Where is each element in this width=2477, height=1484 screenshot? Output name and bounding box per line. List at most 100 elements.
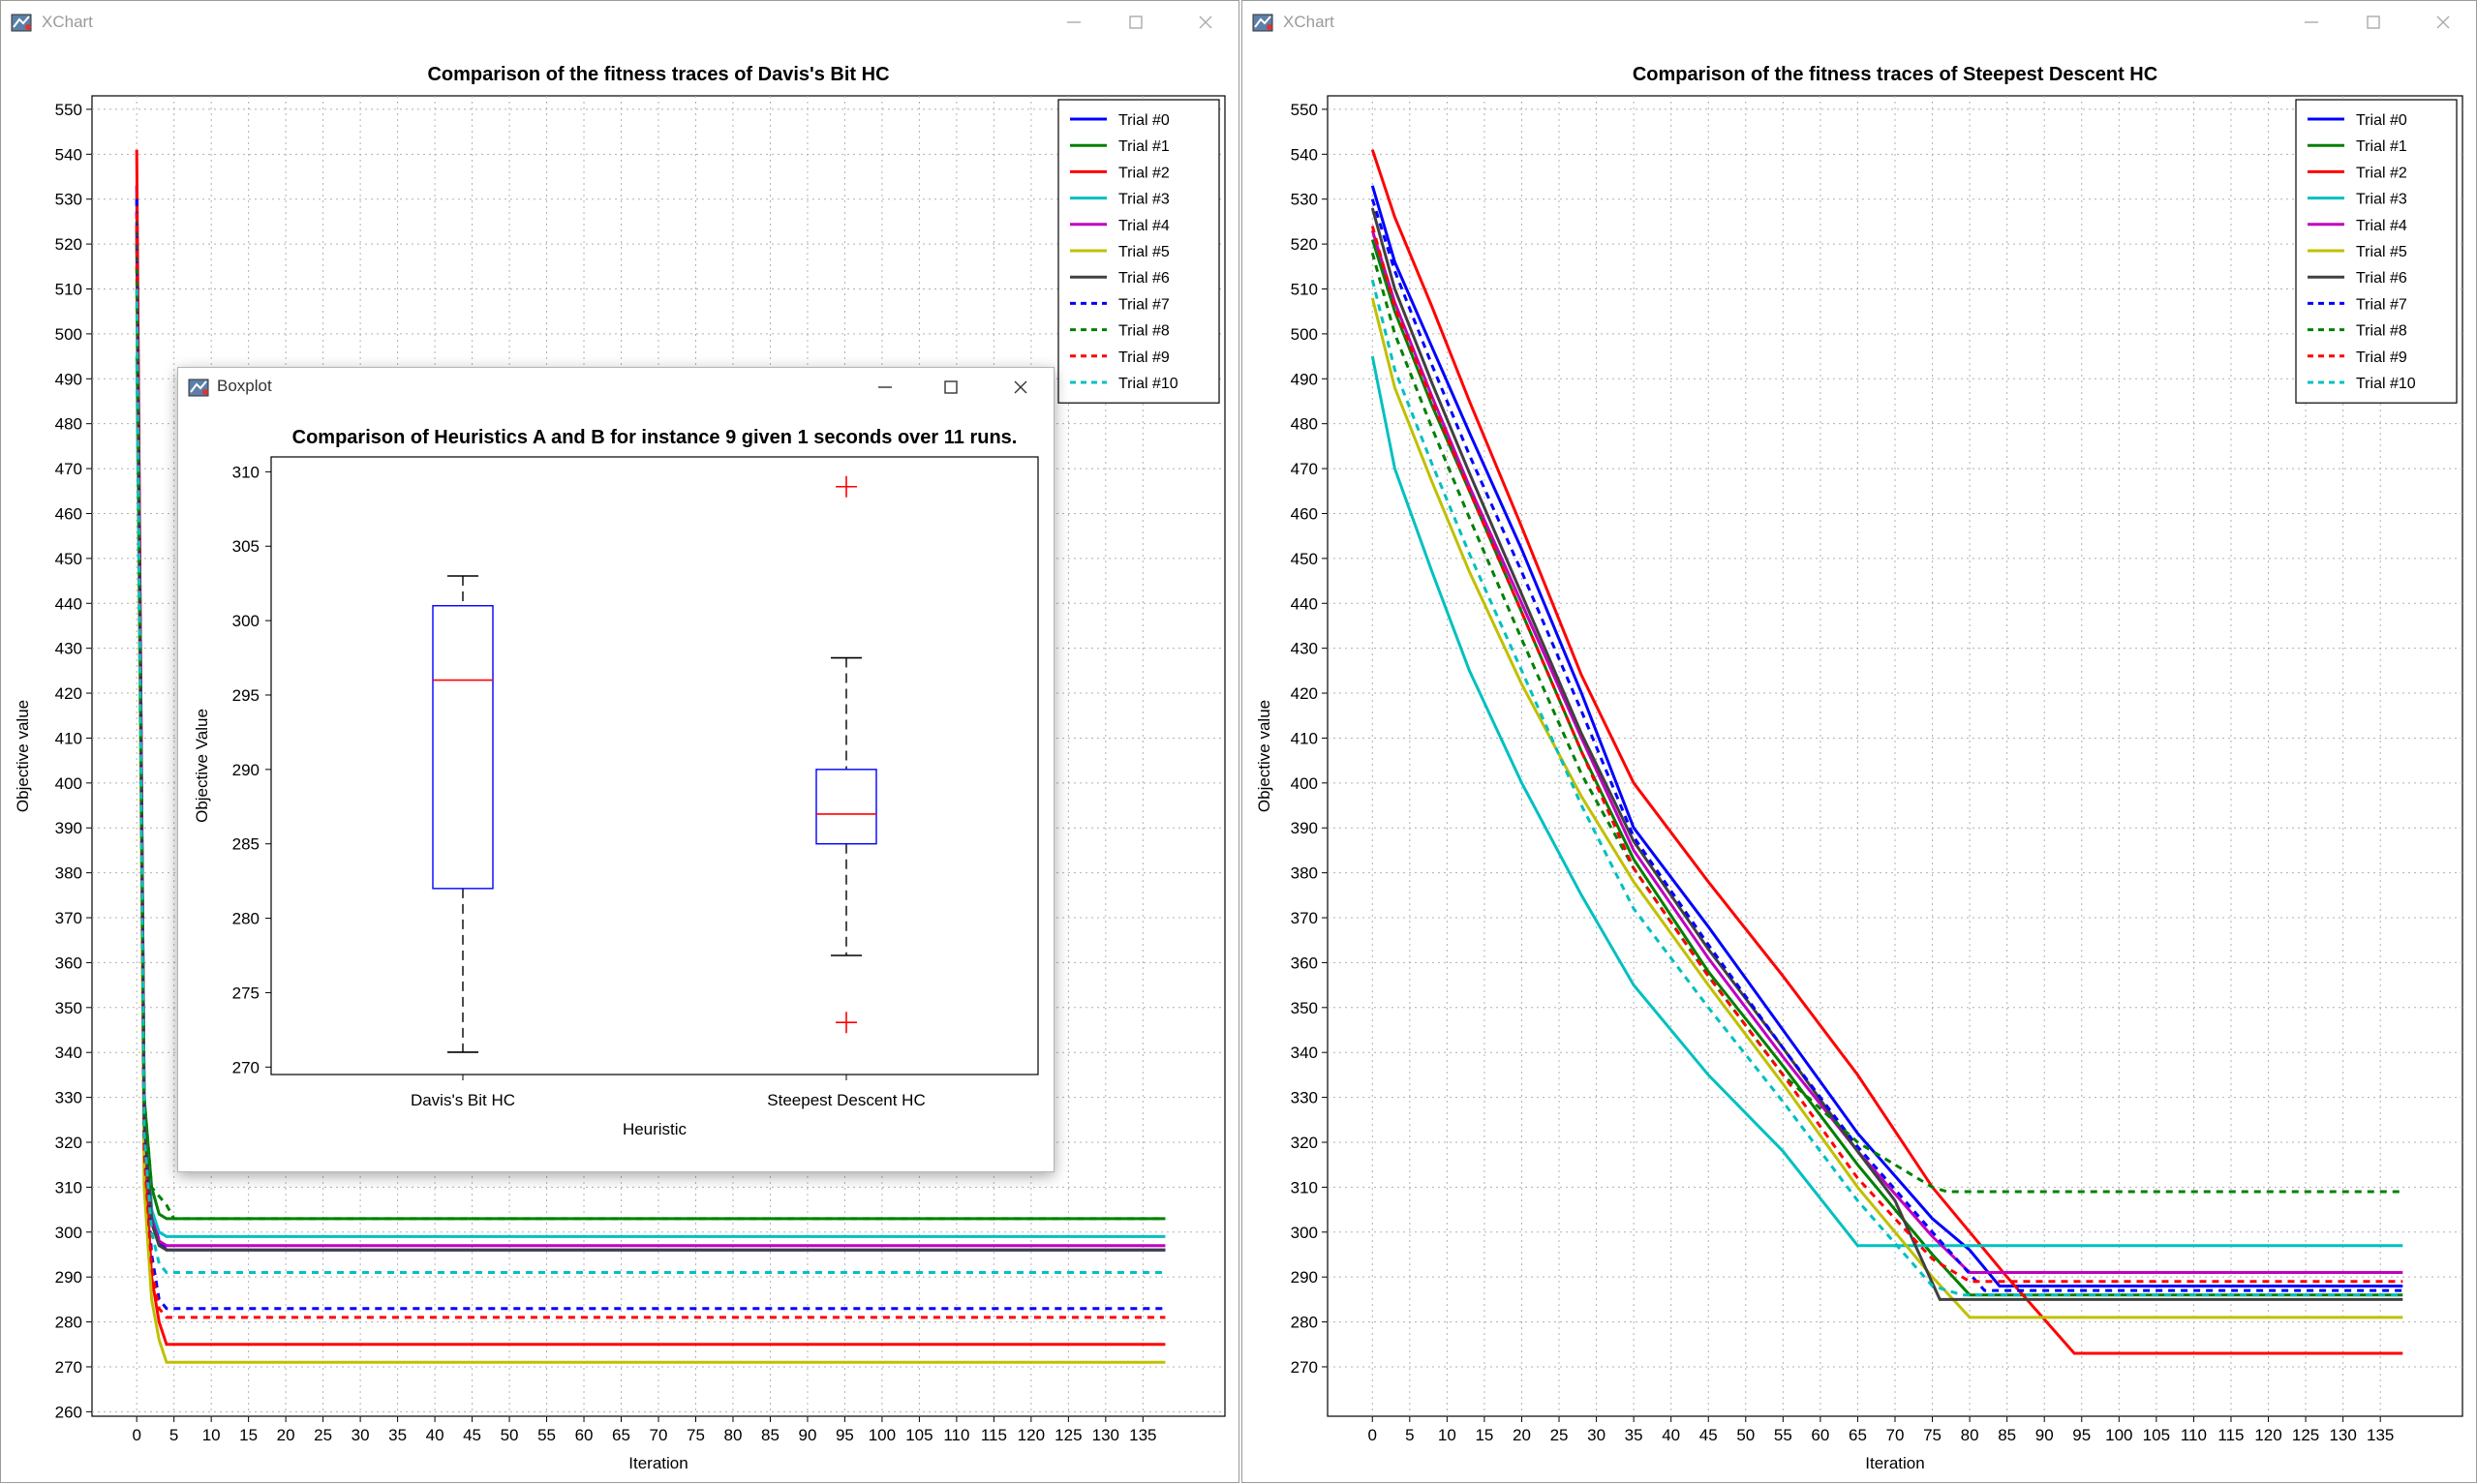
title-bar: XChart (1242, 1, 2476, 44)
legend-label: Trial #5 (2356, 244, 2407, 260)
box (432, 605, 494, 890)
right-chart-window: XChart Comparison of the fitness traces … (1241, 0, 2477, 1483)
y-tick-label: 510 (1291, 280, 1318, 298)
x-tick-label: 90 (2035, 1426, 2054, 1444)
y-tick-label: 450 (1291, 550, 1318, 568)
xchart-app-icon (11, 14, 32, 32)
x-tick-label: 70 (650, 1426, 668, 1444)
series-line (1370, 297, 2403, 1319)
x-tick-label: 90 (798, 1426, 816, 1444)
x-tick-label: 20 (277, 1426, 295, 1444)
y-tick-label: 420 (1291, 684, 1318, 703)
x-tick-label: 40 (426, 1426, 444, 1444)
series-line (1370, 226, 2403, 1284)
x-tick-label: 0 (1368, 1426, 1377, 1444)
y-axis-label: Objective Value (193, 709, 211, 823)
y-tick-label: 275 (232, 984, 260, 1002)
outlier-marker (836, 475, 857, 498)
popup-minimize-button[interactable] (856, 370, 914, 405)
outlier-marker (836, 1012, 857, 1034)
legend-label: Trial #2 (2356, 165, 2407, 181)
minimize-button[interactable] (1045, 5, 1103, 40)
minimize-button[interactable] (2282, 5, 2340, 40)
close-icon (1199, 15, 1212, 29)
x-tick-label: 135 (1129, 1426, 1156, 1444)
y-tick-label: 350 (1291, 999, 1318, 1017)
x-tick-label: 105 (905, 1426, 933, 1444)
maximize-icon (2367, 15, 2380, 29)
y-tick-label: 440 (55, 594, 82, 613)
series-line (135, 288, 1166, 1274)
legend-label: Trial #10 (2356, 376, 2416, 392)
legend-label: Trial #8 (1118, 323, 1170, 340)
y-tick-label: 290 (1291, 1268, 1318, 1287)
legend-label: Trial #6 (2356, 270, 2407, 287)
x-tick-label: 25 (1550, 1426, 1569, 1444)
x-tick-label: 120 (2254, 1426, 2281, 1444)
title-bar: XChart (1, 1, 1238, 44)
close-button[interactable] (1177, 5, 1235, 40)
y-tick-label: 480 (1291, 415, 1318, 434)
y-tick-label: 530 (1291, 191, 1318, 209)
maximize-button[interactable] (2344, 5, 2402, 40)
y-tick-label: 510 (55, 280, 82, 298)
y-tick-label: 360 (55, 954, 82, 972)
y-tick-label: 460 (1291, 504, 1318, 523)
x-tick-label: 50 (501, 1426, 519, 1444)
close-button[interactable] (2414, 5, 2472, 40)
y-tick-label: 330 (1291, 1089, 1318, 1107)
x-tick-label: 135 (2367, 1426, 2394, 1444)
x-tick-label: 115 (981, 1426, 1007, 1444)
x-tick-label: 115 (2217, 1426, 2244, 1444)
popup-title-bar: Boxplot (178, 368, 1054, 407)
x-tick-label: 10 (1438, 1426, 1456, 1444)
x-tick-label: 30 (1587, 1426, 1605, 1444)
left-chart-window: XChart Comparison of the fitness traces … (0, 0, 1239, 1483)
y-tick-label: 480 (55, 415, 82, 434)
x-tick-label: 85 (761, 1426, 780, 1444)
series-line (1370, 239, 2403, 1297)
legend-label: Trial #5 (1118, 244, 1170, 260)
x-tick-label: Steepest Descent HC (767, 1091, 925, 1109)
xchart-app-icon (188, 379, 209, 397)
y-tick-label: 440 (1291, 594, 1318, 613)
y-tick-label: 320 (1291, 1134, 1318, 1152)
x-tick-label: 20 (1513, 1426, 1531, 1444)
box (815, 769, 877, 845)
y-tick-label: 390 (1291, 819, 1318, 837)
xchart-app-icon (1252, 14, 1273, 32)
y-tick-label: 520 (55, 235, 82, 254)
x-tick-label: 95 (836, 1426, 854, 1444)
popup-close-button[interactable] (992, 370, 1050, 405)
y-tick-label: 520 (1291, 235, 1318, 254)
window-title: XChart (42, 13, 93, 31)
plot-area (1327, 95, 2463, 1417)
x-axis-label: Iteration (628, 1454, 688, 1472)
y-tick-label: 540 (1291, 145, 1318, 164)
y-tick-label: 380 (55, 864, 82, 883)
y-tick-label: 270 (55, 1358, 82, 1377)
legend-label: Trial #9 (2356, 349, 2407, 366)
minimize-icon (1067, 21, 1081, 23)
x-tick-label: 130 (2329, 1426, 2356, 1444)
boxplot-window: Boxplot Comparison of Heuristics A and B… (177, 367, 1055, 1172)
maximize-button[interactable] (1107, 5, 1165, 40)
x-axis-label: Iteration (1865, 1454, 1924, 1472)
y-tick-label: 280 (232, 910, 260, 928)
x-tick-label: 120 (1018, 1426, 1045, 1444)
y-tick-label: 305 (232, 537, 260, 556)
x-tick-label: 50 (1736, 1426, 1755, 1444)
x-tick-label: 110 (943, 1426, 969, 1444)
y-tick-label: 550 (1291, 101, 1318, 119)
legend-label: Trial #3 (2356, 192, 2407, 208)
y-tick-label: 300 (232, 612, 260, 630)
x-tick-label: 100 (2105, 1426, 2132, 1444)
y-tick-label: 330 (55, 1089, 82, 1107)
popup-maximize-button[interactable] (922, 370, 980, 405)
y-tick-label: 295 (232, 686, 260, 705)
x-tick-label: 70 (1886, 1426, 1905, 1444)
x-axis-label: Heuristic (623, 1120, 688, 1138)
y-tick-label: 360 (1291, 954, 1318, 972)
x-tick-label: 60 (1811, 1426, 1829, 1444)
series-line (1370, 355, 2403, 1248)
